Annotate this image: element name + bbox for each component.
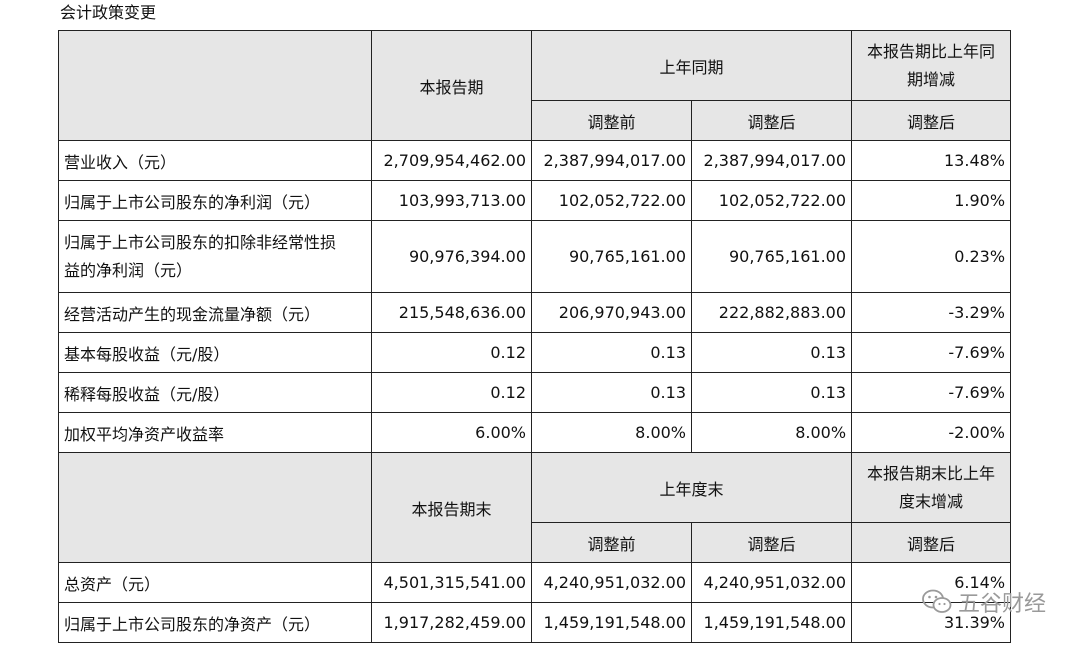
row-label: 归属于上市公司股东的净资产（元） [58, 602, 372, 643]
header-before-adjust: 调整前 [531, 522, 692, 563]
row-label: 加权平均净资产收益率 [58, 412, 372, 453]
cell-after: 1,459,191,548.00 [690, 602, 853, 643]
cell-current: 0.12 [371, 332, 532, 373]
header-change-adjusted: 调整后 [851, 100, 1012, 141]
cell-after: 90,765,161.00 [690, 220, 853, 293]
cell-after: 0.13 [690, 332, 853, 373]
cell-change: 1.90% [851, 180, 1012, 221]
header-period-end: 本报告期末 [371, 452, 532, 563]
header-change-line1: 本报告期末比上年 [867, 463, 996, 483]
row-label: 基本每股收益（元/股） [58, 332, 372, 373]
cell-before: 1,459,191,548.00 [531, 602, 692, 643]
header-change-line2: 度末增减 [899, 491, 964, 511]
cell-current: 4,501,315,541.00 [371, 562, 532, 603]
table-row: 营业收入（元） 2,709,954,462.00 2,387,994,017.0… [58, 140, 1012, 181]
table-caption: 会计政策变更 [60, 3, 157, 22]
cell-change: -7.69% [851, 332, 1012, 373]
cell-after: 102,052,722.00 [690, 180, 853, 221]
cell-after: 0.13 [690, 372, 853, 413]
cell-current: 215,548,636.00 [371, 292, 532, 333]
table-row: 归属于上市公司股东的扣除非经常性损 益的净利润（元） 90,976,394.00… [58, 220, 1012, 293]
header-current-period: 本报告期 [371, 30, 532, 141]
header-change: 本报告期比上年同 期增减 [851, 30, 1012, 101]
header-row: 本报告期末 上年度末 本报告期末比上年 度末增减 [58, 452, 1012, 563]
cell-before: 8.00% [531, 412, 692, 453]
cell-current: 2,709,954,462.00 [371, 140, 532, 181]
row-label: 经营活动产生的现金流量净额（元） [58, 292, 372, 333]
header-change-adjusted: 调整后 [851, 522, 1012, 563]
cell-current: 1,917,282,459.00 [371, 602, 532, 643]
row-label: 营业收入（元） [58, 140, 372, 181]
row-label: 归属于上市公司股东的净利润（元） [58, 180, 372, 221]
cell-before: 102,052,722.00 [531, 180, 692, 221]
cell-after: 4,240,951,032.00 [690, 562, 853, 603]
cell-current: 0.12 [371, 372, 532, 413]
row-label: 总资产（元） [58, 562, 372, 603]
cell-change: -2.00% [851, 412, 1012, 453]
cell-change: -3.29% [851, 292, 1012, 333]
cell-after: 2,387,994,017.00 [690, 140, 853, 181]
financial-table: 本报告期 上年同期 本报告期比上年同 期增减 调整前 调整后 调整后 营业收入（… [58, 30, 1012, 643]
header-subrow: 调整前 调整后 调整后 [59, 100, 1012, 141]
cell-before: 2,387,994,017.00 [531, 140, 692, 181]
cell-current: 90,976,394.00 [371, 220, 532, 293]
header-change-line2: 期增减 [907, 69, 956, 89]
cell-change: 31.39% [851, 602, 1012, 643]
cell-before: 206,970,943.00 [531, 292, 692, 333]
row-label-line2: 益的净利润（元） [64, 260, 193, 280]
cell-before: 0.13 [531, 372, 692, 413]
table-row: 加权平均净资产收益率 6.00% 8.00% 8.00% -2.00% [58, 412, 1012, 453]
table-row: 稀释每股收益（元/股） 0.12 0.13 0.13 -7.69% [58, 372, 1012, 413]
cell-change: 13.48% [851, 140, 1012, 181]
cell-after: 222,882,883.00 [690, 292, 853, 333]
table-row: 总资产（元） 4,501,315,541.00 4,240,951,032.00… [58, 562, 1012, 603]
table-row: 经营活动产生的现金流量净额（元） 215,548,636.00 206,970,… [58, 292, 1012, 333]
cell-current: 103,993,713.00 [371, 180, 532, 221]
cell-change: -7.69% [851, 372, 1012, 413]
header-change: 本报告期末比上年 度末增减 [851, 452, 1012, 523]
row-label: 稀释每股收益（元/股） [58, 372, 372, 413]
header-after-adjust: 调整后 [690, 522, 853, 563]
header-after-adjust: 调整后 [690, 100, 853, 141]
table-row: 归属于上市公司股东的净资产（元） 1,917,282,459.00 1,459,… [58, 602, 1012, 643]
cell-before: 4,240,951,032.00 [531, 562, 692, 603]
header-row: 本报告期 上年同期 本报告期比上年同 期增减 [58, 30, 1012, 141]
cell-after: 8.00% [690, 412, 853, 453]
header-prior-year-end: 上年度末 [530, 452, 853, 523]
table-row: 基本每股收益（元/股） 0.12 0.13 0.13 -7.69% [58, 332, 1012, 373]
row-label-line1: 归属于上市公司股东的扣除非经常性损 [64, 232, 337, 252]
cell-change: 6.14% [851, 562, 1012, 603]
header-blank-cell [58, 452, 372, 563]
table-row: 归属于上市公司股东的净利润（元） 103,993,713.00 102,052,… [58, 180, 1012, 221]
header-blank-cell [58, 30, 372, 141]
header-change-line1: 本报告期比上年同 [867, 41, 996, 61]
cell-current: 6.00% [371, 412, 532, 453]
cell-before: 90,765,161.00 [531, 220, 692, 293]
header-before-adjust: 调整前 [531, 100, 692, 141]
cell-before: 0.13 [531, 332, 692, 373]
header-prior-period: 上年同期 [530, 30, 853, 101]
cell-change: 0.23% [851, 220, 1012, 293]
row-label: 归属于上市公司股东的扣除非经常性损 益的净利润（元） [58, 220, 372, 293]
header-subrow: 调整前 调整后 调整后 [59, 522, 1012, 563]
